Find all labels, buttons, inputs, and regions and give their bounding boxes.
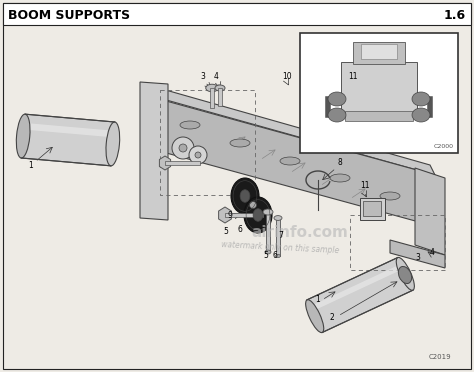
Ellipse shape <box>396 257 414 290</box>
Ellipse shape <box>189 146 207 164</box>
Bar <box>165 161 200 165</box>
Bar <box>345 111 413 121</box>
Ellipse shape <box>215 85 225 91</box>
Text: 7: 7 <box>278 231 283 240</box>
Ellipse shape <box>240 190 250 202</box>
Ellipse shape <box>16 114 30 158</box>
Text: C2000: C2000 <box>434 144 454 149</box>
Ellipse shape <box>180 121 200 129</box>
Text: 8: 8 <box>338 158 343 167</box>
Ellipse shape <box>249 202 256 208</box>
Ellipse shape <box>253 209 263 221</box>
Ellipse shape <box>230 139 250 147</box>
Ellipse shape <box>412 92 430 106</box>
Polygon shape <box>148 85 435 175</box>
Text: 6: 6 <box>238 225 243 234</box>
Ellipse shape <box>195 152 201 158</box>
Bar <box>276 218 280 256</box>
Ellipse shape <box>243 195 263 215</box>
Text: C2019: C2019 <box>428 354 451 360</box>
Text: 11: 11 <box>348 72 357 81</box>
Polygon shape <box>219 207 231 223</box>
Bar <box>210 88 214 108</box>
Ellipse shape <box>206 84 218 92</box>
Text: 11: 11 <box>360 181 370 190</box>
Text: 2: 2 <box>330 313 335 322</box>
Bar <box>310 74 340 102</box>
Ellipse shape <box>280 157 300 165</box>
Text: 9: 9 <box>228 211 233 220</box>
Text: 1: 1 <box>315 295 320 304</box>
Ellipse shape <box>172 137 194 159</box>
Bar <box>225 213 263 217</box>
Ellipse shape <box>263 209 273 215</box>
Bar <box>314 78 336 98</box>
Text: watermark only on this sample: watermark only on this sample <box>221 240 339 256</box>
Polygon shape <box>159 156 171 170</box>
Text: 1.6: 1.6 <box>444 9 466 22</box>
Ellipse shape <box>106 122 119 166</box>
Bar <box>266 212 270 252</box>
Ellipse shape <box>306 300 324 333</box>
Ellipse shape <box>328 92 346 106</box>
Ellipse shape <box>380 192 400 200</box>
Text: 3: 3 <box>415 253 420 262</box>
Bar <box>219 88 222 106</box>
Bar <box>353 42 405 64</box>
Text: 4: 4 <box>430 248 435 257</box>
Text: 3: 3 <box>200 72 205 81</box>
Polygon shape <box>140 82 168 220</box>
Ellipse shape <box>275 254 281 257</box>
Bar <box>360 198 385 220</box>
Ellipse shape <box>412 108 430 122</box>
Polygon shape <box>310 264 403 311</box>
Text: 4: 4 <box>214 72 219 81</box>
Bar <box>300 33 458 153</box>
Ellipse shape <box>265 250 271 254</box>
Ellipse shape <box>231 178 259 214</box>
Polygon shape <box>415 168 445 255</box>
Ellipse shape <box>330 174 350 182</box>
Text: 5: 5 <box>263 251 268 260</box>
Bar <box>363 201 381 216</box>
Polygon shape <box>24 123 114 137</box>
Text: 10: 10 <box>282 72 292 81</box>
Bar <box>3 3 471 25</box>
Text: 6: 6 <box>273 251 278 260</box>
Bar <box>341 62 417 112</box>
Text: 1: 1 <box>28 161 33 170</box>
Polygon shape <box>390 240 445 268</box>
Ellipse shape <box>179 144 187 152</box>
Polygon shape <box>307 257 413 333</box>
Polygon shape <box>21 114 115 166</box>
Ellipse shape <box>328 108 346 122</box>
Polygon shape <box>148 96 435 225</box>
Text: airinfo.com: airinfo.com <box>252 224 348 240</box>
Text: BOOM SUPPORTS: BOOM SUPPORTS <box>8 9 130 22</box>
Text: 5: 5 <box>223 227 228 236</box>
Ellipse shape <box>244 197 272 233</box>
Ellipse shape <box>398 266 411 283</box>
Bar <box>361 44 397 59</box>
Ellipse shape <box>274 216 282 220</box>
